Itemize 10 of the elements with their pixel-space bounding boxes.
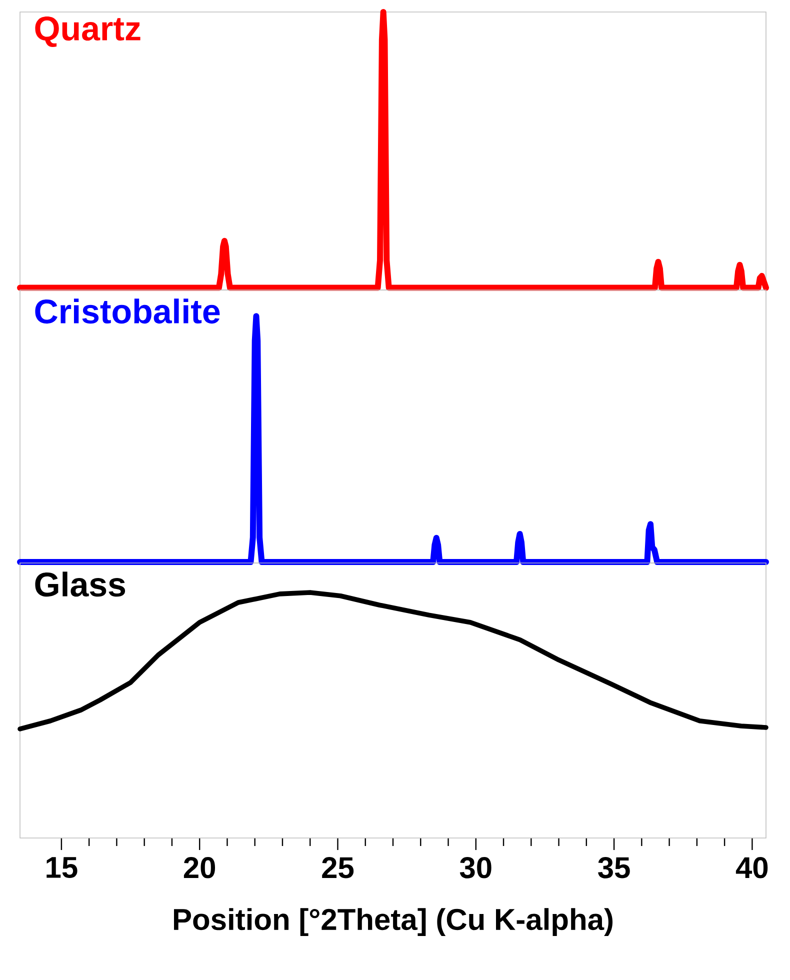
x-axis-title: Position [°2Theta] (Cu K-alpha) xyxy=(174,908,613,936)
x-tick-label: 15 xyxy=(46,857,78,878)
chart-title: Glass xyxy=(35,572,126,597)
x-tick-label: 35 xyxy=(598,857,630,878)
x-tick-label: 30 xyxy=(460,857,492,878)
chart-title: Quartz xyxy=(35,16,140,47)
x-tick-label: 25 xyxy=(322,857,354,878)
x-tick-label: 40 xyxy=(736,857,768,878)
chart-title: Cristobalite xyxy=(35,298,220,324)
x-tick-label: 20 xyxy=(184,857,216,878)
